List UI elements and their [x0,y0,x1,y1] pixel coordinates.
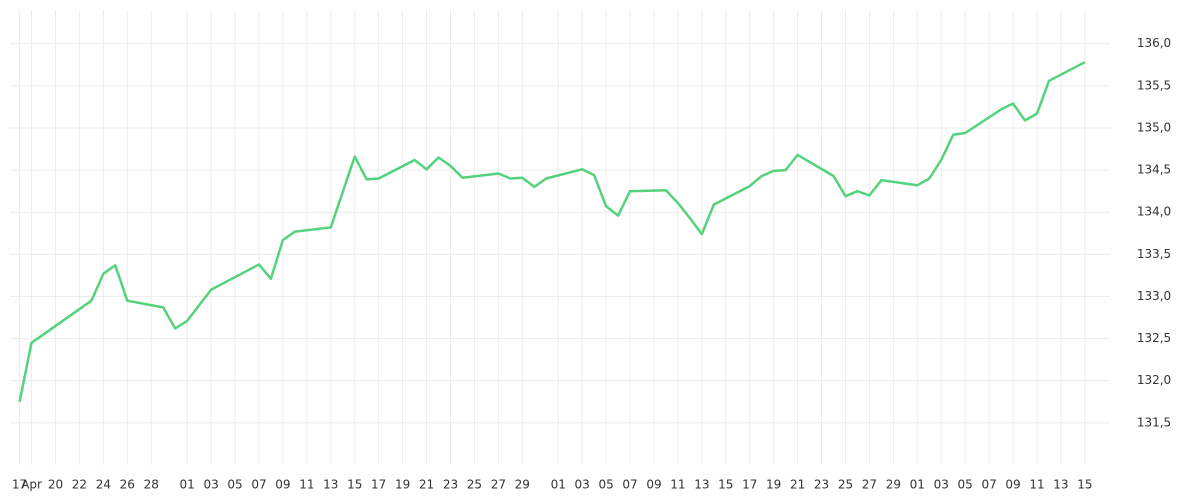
x-tick-label: 24 [96,478,111,492]
y-tick-label: 136,0 [1137,36,1171,50]
x-tick-label: 07 [981,478,996,492]
x-tick-label: 03 [575,478,590,492]
x-tick-label: 09 [646,478,661,492]
x-tick-label: 29 [515,478,530,492]
x-tick-label: 21 [419,478,434,492]
x-tick-label: 05 [598,478,613,492]
x-tick-label: 09 [275,478,290,492]
x-tick-label: 17 [12,478,27,492]
y-tick-label: 134,0 [1137,205,1171,219]
x-tick-label: 25 [838,478,853,492]
x-tick-label: 21 [790,478,805,492]
y-tick-label: 135,0 [1137,120,1171,134]
x-tick-label: 13 [1053,478,1068,492]
y-tick-label: 132,5 [1137,331,1171,345]
y-tick-label: 131,5 [1137,415,1171,429]
y-tick-label: 133,0 [1137,289,1171,303]
x-tick-label: 03 [203,478,218,492]
x-tick-label: 27 [862,478,877,492]
x-tick-label: 03 [934,478,949,492]
x-tick-label: 22 [72,478,87,492]
x-tick-label: 27 [491,478,506,492]
x-tick-label: 07 [622,478,637,492]
y-tick-label: 132,0 [1137,373,1171,387]
x-tick-label: 17 [742,478,757,492]
x-tick-label: 11 [670,478,685,492]
x-tick-label: 05 [227,478,242,492]
x-tick-label: 23 [814,478,829,492]
y-tick-label: 133,5 [1137,247,1171,261]
x-tick-label: 01 [910,478,925,492]
x-tick-label: 23 [443,478,458,492]
x-tick-label: 19 [766,478,781,492]
x-tick-label: 28 [144,478,159,492]
x-tick-label: 25 [467,478,482,492]
x-tick-label: 15 [347,478,362,492]
x-tick-label: 20 [48,478,63,492]
price-line [18,61,1086,403]
x-tick-label: 13 [694,478,709,492]
x-tick-label: 01 [551,478,566,492]
y-tick-label: 135,5 [1137,78,1171,92]
x-tick-label: 11 [1029,478,1044,492]
x-tick-label: 13 [323,478,338,492]
x-tick-label: 29 [886,478,901,492]
x-tick-label: 15 [718,478,733,492]
x-tick-label: 05 [958,478,973,492]
x-tick-label: 26 [120,478,135,492]
x-tick-label: 01 [180,478,195,492]
x-tick-label: 09 [1005,478,1020,492]
x-tick-label: 15 [1077,478,1092,492]
x-tick-label: 07 [251,478,266,492]
y-tick-label: 134,5 [1137,163,1171,177]
x-tick-label: 11 [299,478,314,492]
x-tick-label: Apr [21,478,42,492]
x-tick-label: 19 [395,478,410,492]
x-tick-label: 17 [371,478,386,492]
